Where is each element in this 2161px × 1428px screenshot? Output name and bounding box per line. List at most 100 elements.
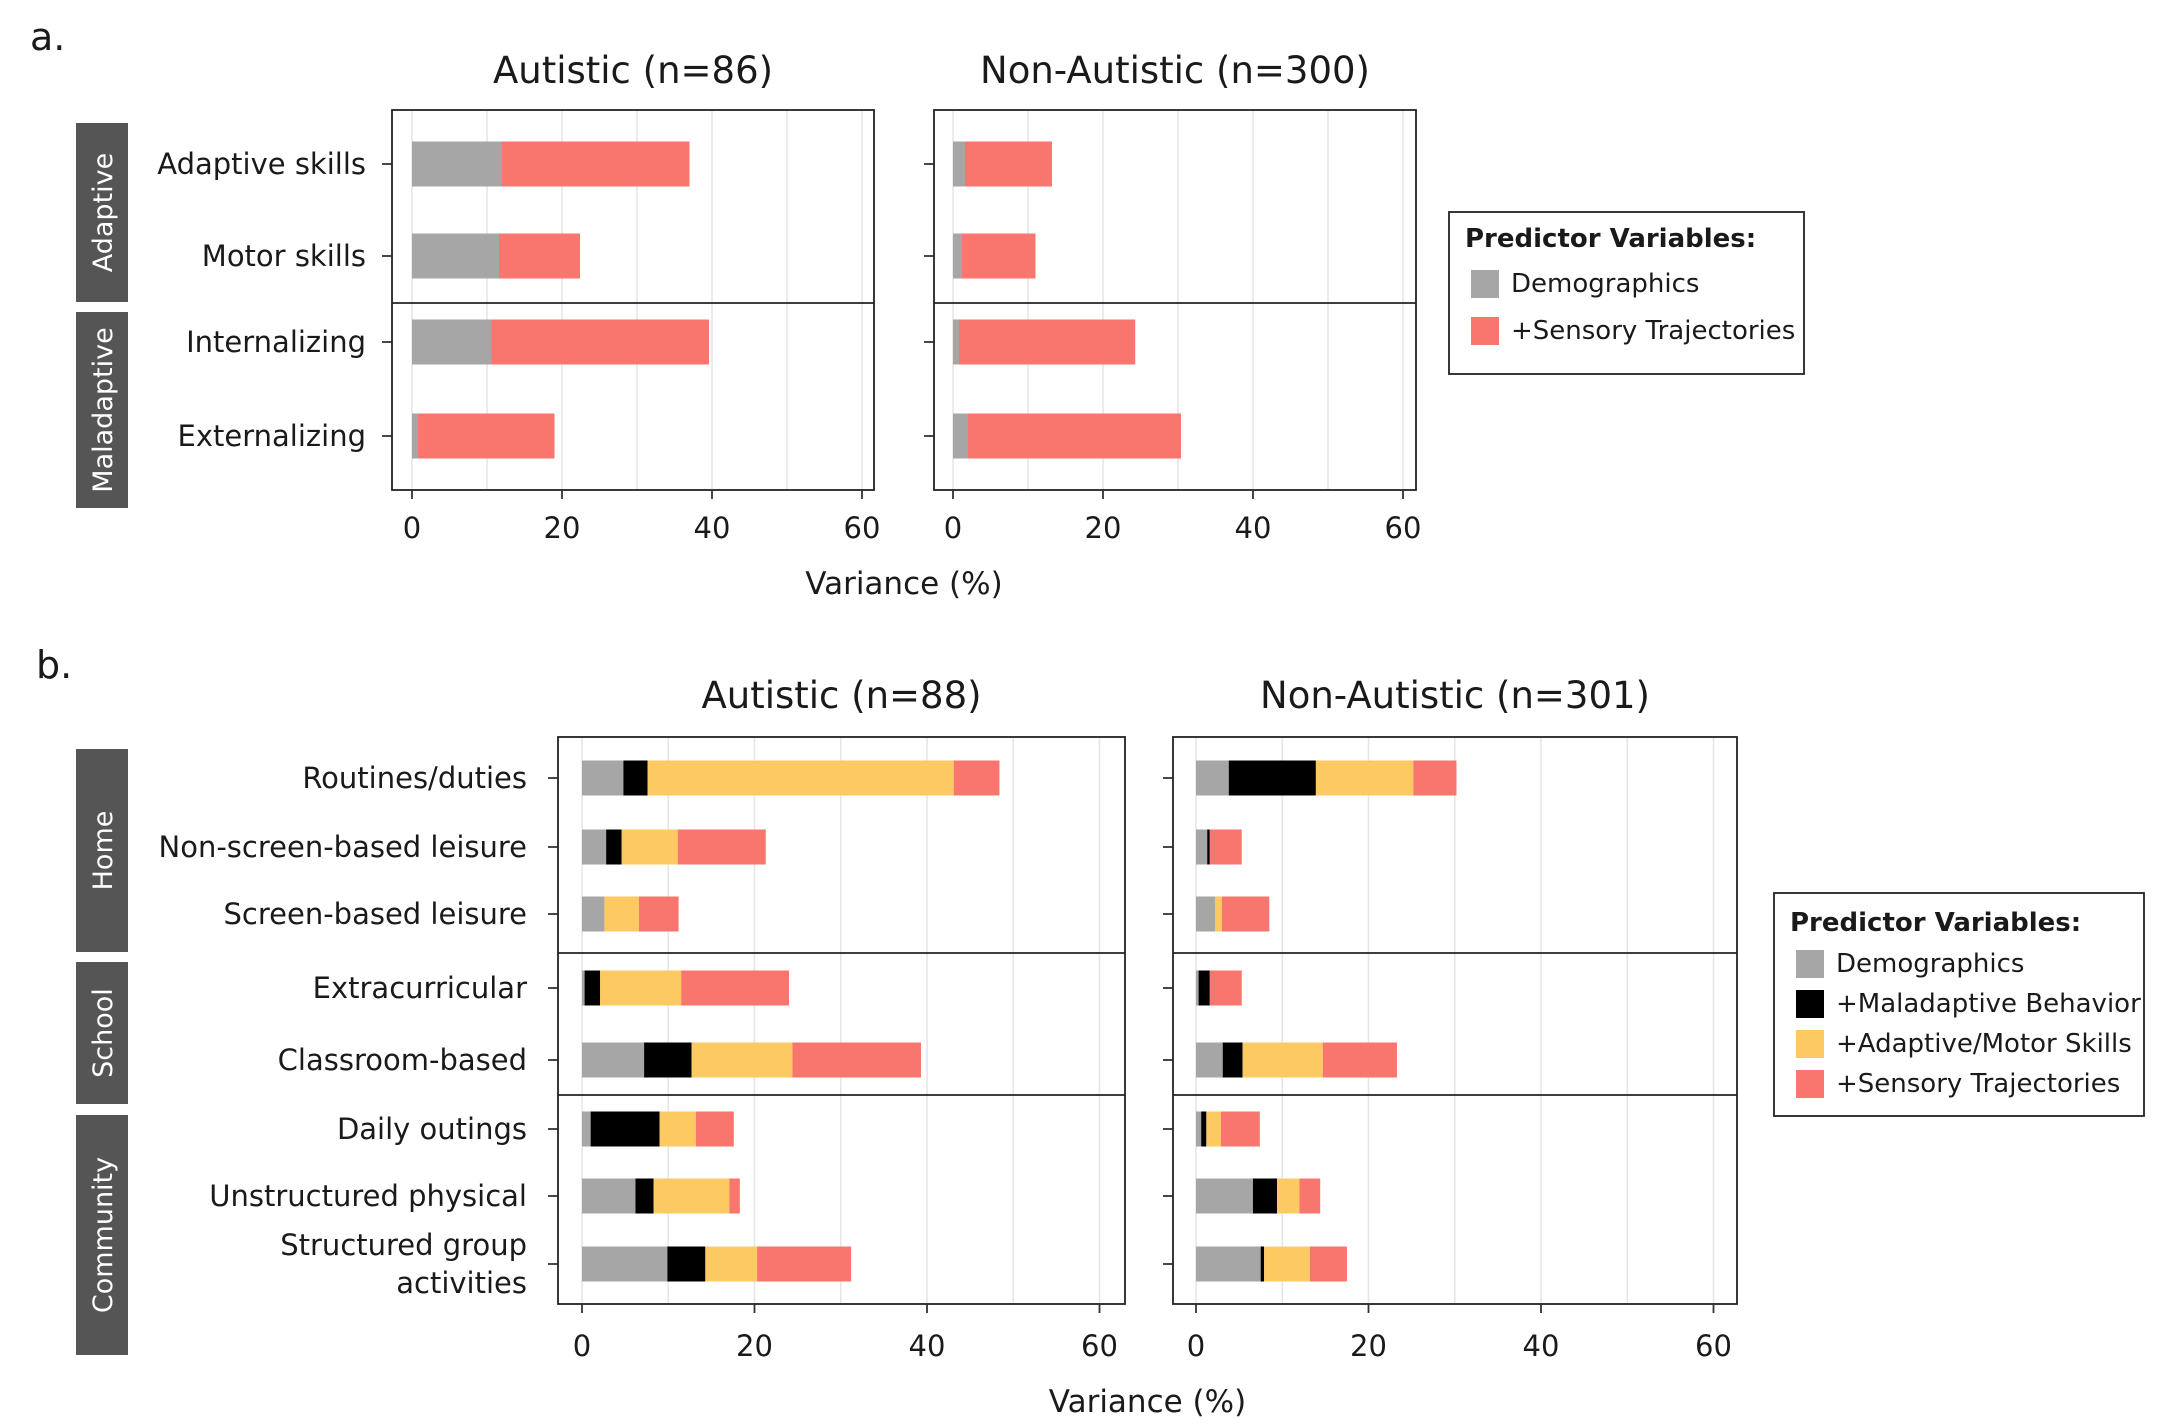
bar-non-screen-based-leisure-maladaptive — [1207, 829, 1210, 865]
bar-externalizing-demographics — [953, 413, 968, 459]
legend-swatch-adaptive-motor-skills — [1796, 1030, 1824, 1058]
bar-structured-group-activities-sensory — [757, 1246, 852, 1282]
bar-unstructured-physical-demographics — [1196, 1178, 1253, 1214]
legend-box — [1448, 211, 1805, 375]
strip-home — [76, 749, 128, 952]
panel-frame — [1172, 736, 1738, 1305]
row-label: Extracurricular — [313, 971, 527, 1005]
bar-routines-duties-demographics — [1196, 760, 1229, 796]
bar-screen-based-leisure-demographics — [1196, 896, 1215, 932]
bar-structured-group-activities-demographics — [1196, 1246, 1261, 1282]
bar-externalizing-sensory — [418, 413, 555, 459]
bar-structured-group-activities-maladaptive — [667, 1246, 706, 1282]
bar-daily-outings-maladaptive — [1201, 1111, 1207, 1147]
bar-routines-duties-adaptive-motor — [1315, 760, 1414, 796]
legend: Predictor Variables: Demographics +Maladap… — [1773, 892, 2145, 1117]
strip-label-home: Home — [88, 811, 119, 891]
bar-extracurricular-demographics — [582, 970, 585, 1006]
legend: Predictor Variables: Demographics +Sensory… — [1448, 211, 1805, 375]
bar-routines-duties-maladaptive — [1228, 760, 1316, 796]
bar-classroom-based-demographics — [1196, 1042, 1223, 1078]
facet-autistic-n-88: 0 20 40 60 Autistic (n=88) — [548, 674, 1126, 1363]
bar-non-screen-based-leisure-demographics — [1196, 829, 1208, 865]
bar-unstructured-physical-maladaptive — [635, 1178, 654, 1214]
x-tick-label: 40 — [1235, 511, 1272, 545]
bar-adaptive-skills-demographics — [953, 141, 965, 187]
legend-label-sensory-trajectories: +Sensory Trajectories — [1836, 1069, 2120, 1099]
panel-frame — [933, 109, 1417, 491]
strip-label-adaptive: Adaptive — [88, 153, 119, 273]
row-label: Classroom-based — [278, 1043, 527, 1077]
bar-routines-duties-demographics — [582, 760, 624, 796]
bar-adaptive-skills-demographics — [412, 141, 502, 187]
bar-extracurricular-maladaptive — [1198, 970, 1210, 1006]
bar-screen-based-leisure-demographics — [582, 896, 605, 932]
bar-motor-skills-sensory — [962, 233, 1036, 279]
bar-routines-duties-adaptive-motor — [647, 760, 954, 796]
x-tick-label: 20 — [736, 1329, 773, 1363]
legend-label-demographics: Demographics — [1511, 269, 1699, 299]
legend-swatch-sensory-trajectories — [1796, 1070, 1824, 1098]
bar-daily-outings-sensory — [695, 1111, 734, 1147]
row-label: Daily outings — [337, 1112, 527, 1146]
bar-non-screen-based-leisure-sensory — [677, 829, 766, 865]
x-tick-label: 60 — [1695, 1329, 1732, 1363]
bar-externalizing-demographics — [412, 413, 418, 459]
legend-title: Predictor Variables: — [1790, 908, 2081, 938]
chart-a: Adaptive skills Motor skills Internalizing… — [76, 49, 1805, 602]
strip-community — [76, 1115, 128, 1355]
bar-adaptive-skills-sensory — [502, 141, 690, 187]
x-tick-label: 60 — [844, 511, 881, 545]
bar-extracurricular-sensory — [681, 970, 789, 1006]
legend-box — [1773, 892, 2145, 1117]
legend-label-adaptive-motor-skills: +Adaptive/Motor Skills — [1836, 1029, 2132, 1059]
strip-adaptive — [76, 123, 128, 302]
bar-internalizing-demographics — [412, 319, 492, 365]
bar-non-screen-based-leisure-adaptive-motor — [621, 829, 678, 865]
panel-frame — [391, 109, 875, 491]
x-tick-label: 40 — [694, 511, 731, 545]
x-tick-label: 20 — [1085, 511, 1122, 545]
bar-structured-group-activities-adaptive-motor — [1264, 1246, 1310, 1282]
bar-classroom-based-sensory — [1322, 1042, 1397, 1078]
panel-letter-b: b. — [36, 643, 72, 687]
bar-unstructured-physical-adaptive-motor — [653, 1178, 730, 1214]
bar-structured-group-activities-maladaptive — [1260, 1246, 1265, 1282]
x-tick-label: 0 — [1187, 1329, 1205, 1363]
x-tick-label: 0 — [573, 1329, 591, 1363]
bar-routines-duties-sensory — [953, 760, 1000, 796]
legend-label-maladaptive-behavior: +Maladaptive Behavior — [1836, 989, 2141, 1019]
bar-structured-group-activities-adaptive-motor — [705, 1246, 758, 1282]
panel-frame — [557, 736, 1126, 1305]
bar-extracurricular-sensory — [1209, 970, 1242, 1006]
bar-classroom-based-sensory — [792, 1042, 921, 1078]
bar-extracurricular-adaptive-motor — [600, 970, 682, 1006]
bar-externalizing-sensory — [968, 413, 1181, 459]
row-label: Adaptive skills — [157, 147, 366, 181]
legend-swatch-sensory-trajectories — [1471, 317, 1499, 345]
bar-extracurricular-maladaptive — [584, 970, 601, 1006]
bar-classroom-based-adaptive-motor — [691, 1042, 793, 1078]
bar-classroom-based-demographics — [582, 1042, 645, 1078]
bar-internalizing-sensory — [959, 319, 1136, 365]
bar-motor-skills-demographics — [412, 233, 499, 279]
legend-title: Predictor Variables: — [1465, 224, 1756, 254]
chart-b: Routines/duties Non-screen-based leisure S… — [76, 674, 2145, 1420]
row-label: Externalizing — [178, 419, 366, 453]
bar-daily-outings-demographics — [1196, 1111, 1202, 1147]
x-tick-label: 40 — [909, 1329, 946, 1363]
facet-title: Non-Autistic (n=301) — [1260, 674, 1650, 717]
facet-non-autistic-n-301: 0 20 40 60 Non-Autistic (n=301) — [1163, 674, 1738, 1363]
bar-daily-outings-sensory — [1221, 1111, 1260, 1147]
bar-classroom-based-adaptive-motor — [1242, 1042, 1323, 1078]
row-label: Screen-based leisure — [224, 897, 528, 931]
row-label: Unstructured physical — [209, 1179, 527, 1213]
row-label: Motor skills — [202, 239, 366, 273]
x-tick-label: 0 — [944, 511, 962, 545]
bar-extracurricular-demographics — [1196, 970, 1199, 1006]
bar-non-screen-based-leisure-maladaptive — [606, 829, 622, 865]
x-tick-label: 40 — [1523, 1329, 1560, 1363]
x-tick-label: 20 — [544, 511, 581, 545]
x-tick-label: 60 — [1081, 1329, 1118, 1363]
row-label: Non-screen-based leisure — [159, 830, 527, 864]
